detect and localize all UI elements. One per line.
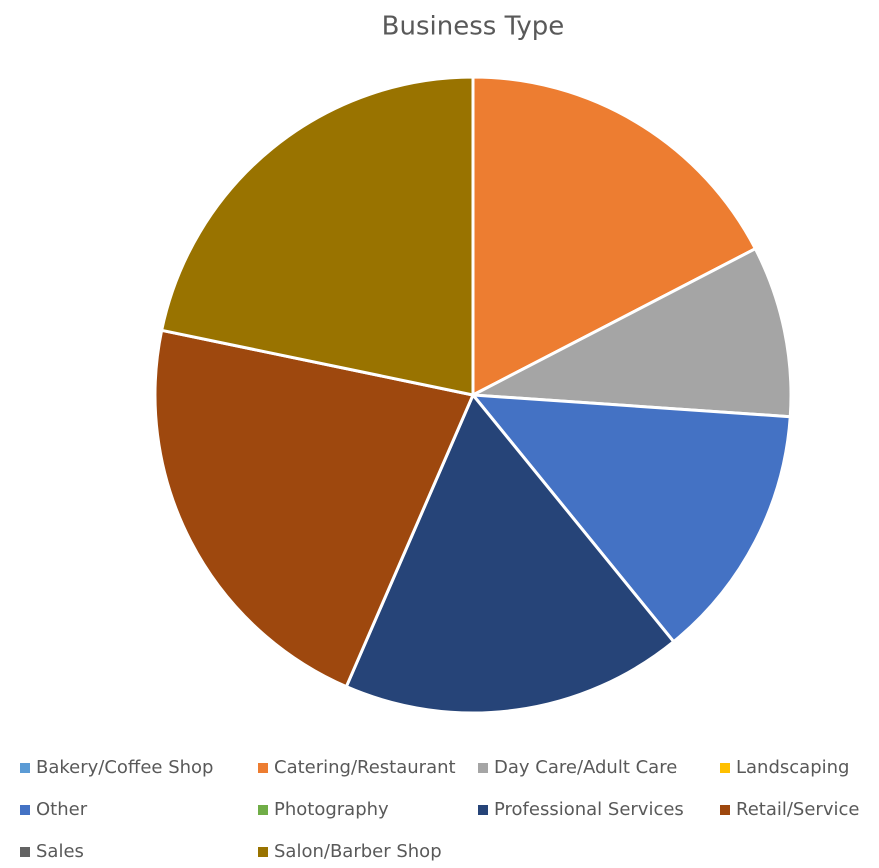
- legend-swatch: [478, 763, 488, 773]
- pie-slice: [471, 393, 792, 644]
- legend-label: Bakery/Coffee Shop: [36, 757, 213, 778]
- legend-label: Professional Services: [494, 799, 684, 820]
- legend-swatch: [478, 805, 488, 815]
- pie-slice: [471, 247, 793, 419]
- legend-swatch: [258, 805, 268, 815]
- legend-label: Day Care/Adult Care: [494, 757, 677, 778]
- legend-label: Catering/Restaurant: [274, 757, 456, 778]
- legend-swatch: [258, 847, 268, 857]
- legend-swatch: [258, 763, 268, 773]
- legend-swatch: [20, 805, 30, 815]
- legend-swatch: [720, 805, 730, 815]
- legend-label: Salon/Barber Shop: [274, 841, 442, 862]
- legend-swatch: [720, 763, 730, 773]
- chart-title: Business Type: [382, 12, 565, 42]
- pie-slice: [471, 75, 757, 397]
- legend-label: Landscaping: [736, 757, 849, 778]
- legend-label: Other: [36, 799, 88, 820]
- legend-label: Sales: [36, 841, 84, 862]
- legend-label: Retail/Service: [736, 799, 859, 820]
- legend-swatch: [20, 847, 30, 857]
- pie-slice: [160, 75, 475, 397]
- pie-slice: [344, 393, 676, 715]
- legend-label: Photography: [274, 799, 389, 820]
- legend-swatch: [20, 763, 30, 773]
- pie-slice: [153, 328, 475, 689]
